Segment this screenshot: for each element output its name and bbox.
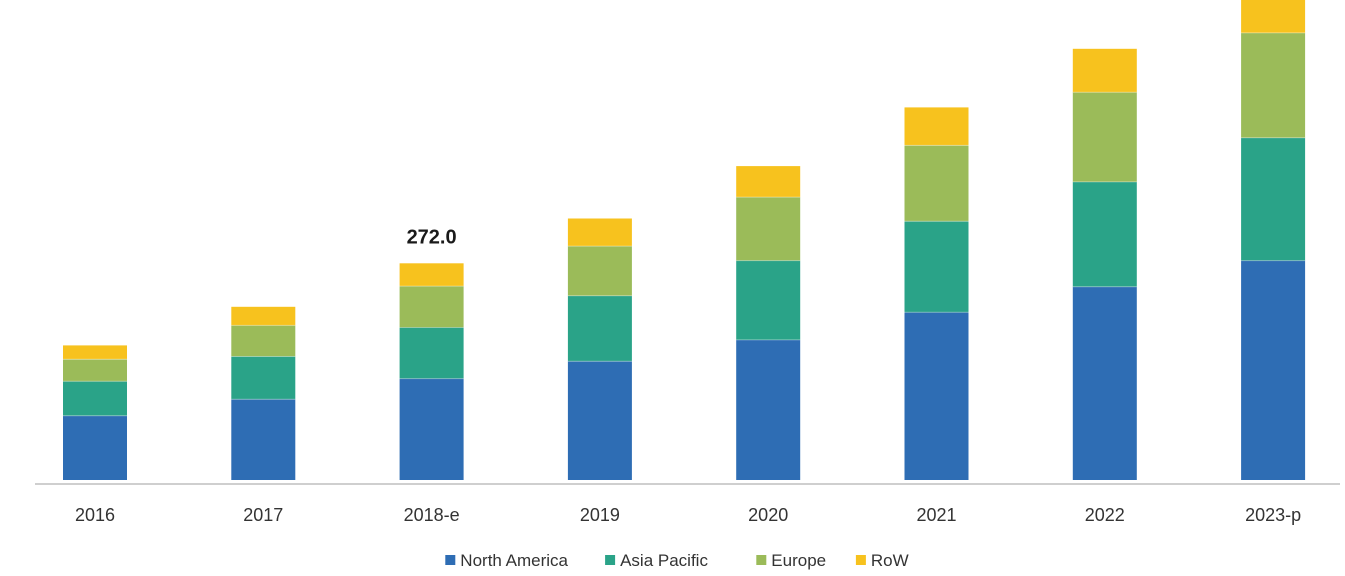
bar-2019-asia-pacific (567, 295, 632, 362)
legend: North America Asia Pacific Europe RoW (445, 551, 909, 570)
bar-2022-north-america (1072, 286, 1137, 480)
x-tick-label-2021: 2021 (916, 505, 956, 525)
x-tick-label-2023-p: 2023-p (1245, 505, 1301, 525)
bar-2021-row (904, 107, 969, 146)
legend-label-europe: Europe (771, 551, 826, 570)
bar-2017-europe (231, 325, 296, 357)
bar-2021-north-america (904, 312, 969, 480)
legend-label-asia-pacific: Asia Pacific (620, 551, 708, 570)
bar-2017-row (231, 306, 296, 326)
bar-2023-p-asia-pacific (1241, 137, 1306, 261)
x-tick-label-2022: 2022 (1085, 505, 1125, 525)
bar-2020-north-america (736, 339, 801, 480)
legend-item-row: RoW (855, 551, 909, 570)
bar-2022-europe (1072, 92, 1137, 182)
legend-label-north-america: North America (460, 551, 568, 570)
legend-label-row: RoW (871, 551, 909, 570)
bar-2019-north-america (567, 361, 632, 480)
total-label-2018-e: 272.0 (407, 226, 457, 248)
bar-2022-row (1072, 48, 1137, 93)
legend-swatch-europe (756, 555, 767, 565)
bar-2023-p-europe (1241, 32, 1306, 138)
legend-item-asia-pacific: Asia Pacific (605, 551, 708, 570)
bar-2018-e-asia-pacific (399, 327, 464, 379)
bar-2022-asia-pacific (1072, 181, 1137, 287)
bar-2023-p-north-america (1241, 260, 1306, 480)
bar-2019-europe (567, 246, 632, 296)
bar-2016-row (63, 345, 127, 360)
bar-2018-e-row (399, 263, 464, 287)
x-tick-labels: 2016 2017 2018-e 2019 2020 2021 2022 2023-p (75, 505, 1301, 525)
bar-2017-north-america (231, 399, 296, 480)
bar-2018-e-europe (399, 286, 464, 328)
x-tick-label-2018-e: 2018-e (404, 505, 460, 525)
bar-2021-asia-pacific (904, 221, 969, 313)
bar-2021-europe (904, 145, 969, 222)
legend-item-north-america: North America (445, 551, 569, 570)
x-tick-label-2019: 2019 (580, 505, 620, 525)
bar-2016-north-america (63, 415, 127, 480)
bar-2016-asia-pacific (63, 381, 127, 416)
bar-2023-p-row (1241, 0, 1306, 33)
bar-2020-europe (736, 197, 801, 261)
bars-layer (63, 0, 1306, 480)
x-tick-label-2020: 2020 (748, 505, 788, 525)
legend-swatch-row (855, 555, 866, 565)
legend-item-europe: Europe (756, 551, 826, 570)
bar-2020-row (736, 166, 801, 198)
bar-2018-e-north-america (399, 378, 464, 480)
legend-swatch-north-america (445, 555, 456, 565)
bar-2017-asia-pacific (231, 356, 296, 400)
total-labels: 272.0623.3 (407, 226, 457, 248)
x-tick-label-2017: 2017 (243, 505, 283, 525)
x-tick-label-2016: 2016 (75, 505, 115, 525)
bar-2016-europe (63, 359, 127, 382)
legend-swatch-asia-pacific (605, 555, 616, 565)
bar-2020-asia-pacific (736, 260, 801, 340)
bar-2019-row (567, 218, 632, 247)
